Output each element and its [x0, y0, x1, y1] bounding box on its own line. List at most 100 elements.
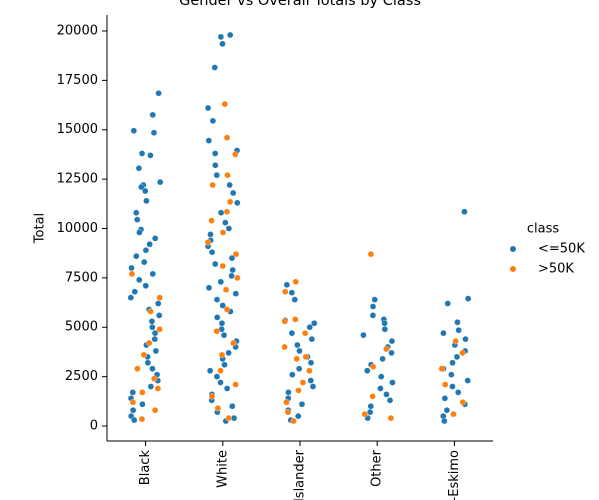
y-tick-label: 12500	[57, 172, 98, 187]
point	[459, 349, 466, 357]
point	[307, 377, 314, 384]
point	[142, 187, 149, 195]
point	[205, 284, 213, 291]
point	[156, 294, 163, 301]
point	[211, 64, 218, 71]
point	[204, 239, 212, 246]
point	[379, 355, 386, 362]
point	[138, 183, 145, 191]
point	[139, 401, 146, 408]
point	[360, 331, 367, 339]
point	[221, 100, 228, 108]
point	[135, 165, 143, 172]
point	[219, 262, 226, 270]
point	[222, 286, 230, 293]
point	[308, 335, 316, 343]
point	[129, 399, 137, 406]
point	[455, 389, 462, 396]
point	[282, 288, 289, 295]
point	[441, 395, 449, 402]
point	[220, 331, 228, 339]
point	[147, 383, 155, 390]
point	[283, 281, 290, 288]
point	[448, 371, 455, 378]
point	[307, 359, 315, 366]
chart-title: Gender vs Overall Totals by Class	[179, 0, 421, 9]
point	[450, 410, 457, 418]
point	[218, 320, 226, 327]
point	[281, 343, 288, 351]
point	[299, 379, 307, 386]
point	[136, 229, 143, 236]
x-tick-label: Other	[370, 449, 385, 487]
point	[221, 361, 228, 368]
point	[128, 264, 135, 272]
point	[283, 399, 290, 406]
point	[464, 377, 471, 384]
point	[208, 217, 215, 224]
point	[133, 252, 140, 260]
x-tick-label: Black	[138, 450, 153, 486]
point	[205, 137, 212, 144]
point	[131, 416, 138, 424]
point	[149, 270, 156, 278]
point	[138, 415, 146, 423]
point	[144, 359, 152, 366]
point	[139, 389, 146, 396]
point	[149, 365, 156, 372]
point	[212, 260, 219, 268]
point	[389, 379, 396, 386]
point	[228, 272, 235, 280]
point	[217, 278, 224, 285]
y-tick-label: 7500	[65, 270, 98, 285]
point	[386, 397, 394, 404]
point	[295, 412, 302, 420]
point	[217, 209, 225, 216]
point	[229, 266, 236, 274]
point	[223, 385, 231, 392]
point	[288, 289, 295, 296]
point	[461, 208, 468, 215]
point	[142, 282, 149, 289]
point	[361, 410, 368, 418]
point	[222, 219, 229, 226]
point	[146, 339, 153, 347]
point	[371, 296, 378, 303]
point	[462, 335, 469, 343]
point	[148, 318, 156, 325]
point	[209, 117, 217, 125]
x-tick-label: Amer-Indian-Eskimo	[447, 450, 462, 500]
point	[219, 302, 226, 309]
point	[212, 162, 219, 169]
point	[147, 152, 154, 159]
point	[131, 288, 138, 295]
point	[438, 365, 445, 372]
point	[134, 216, 141, 223]
y-axis-label: Total	[33, 213, 48, 244]
point	[156, 312, 163, 319]
point	[217, 33, 225, 41]
point	[219, 229, 227, 236]
point	[311, 320, 318, 327]
point	[232, 251, 240, 258]
point	[212, 150, 219, 157]
point	[155, 90, 162, 97]
point	[232, 290, 239, 297]
y-tick-label: 0	[90, 418, 98, 433]
legend-marker	[510, 266, 516, 272]
point	[367, 251, 375, 258]
point	[288, 330, 296, 337]
legend-title: class	[527, 222, 559, 237]
point	[218, 351, 226, 359]
point	[228, 254, 236, 262]
point	[377, 385, 384, 392]
point	[151, 375, 158, 382]
point	[214, 314, 221, 321]
point	[290, 417, 297, 425]
point	[213, 373, 221, 380]
point	[157, 178, 164, 186]
point	[296, 347, 303, 355]
point	[129, 407, 137, 414]
point	[289, 371, 296, 378]
